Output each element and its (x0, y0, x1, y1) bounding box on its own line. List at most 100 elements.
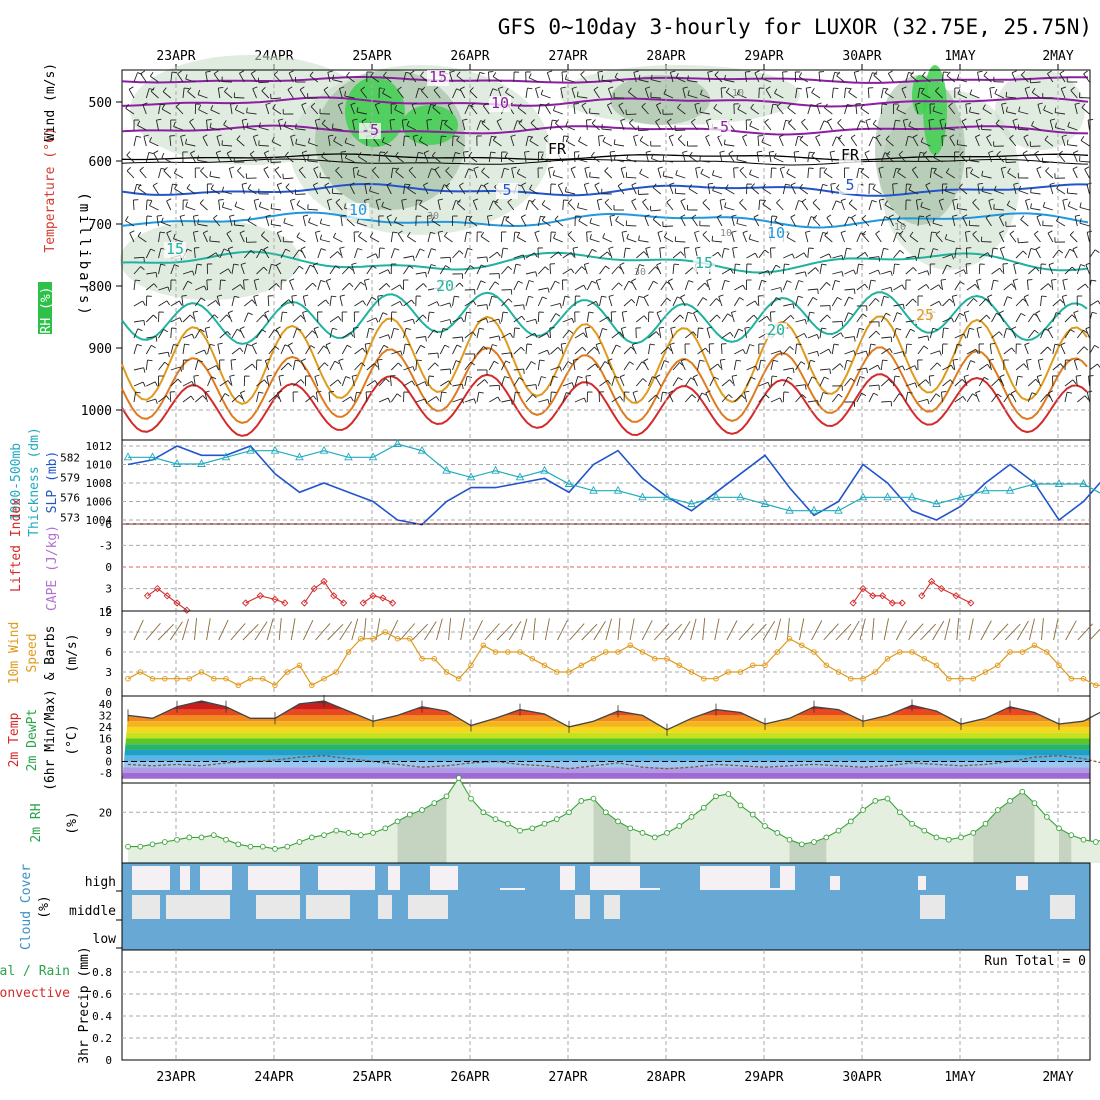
wind-barb (977, 184, 980, 195)
wind-barb-flag (205, 326, 211, 329)
wind-barb-flag (381, 201, 384, 207)
wind-barb (988, 152, 992, 163)
wind-barb-flag (840, 332, 844, 338)
wind-barb (795, 394, 803, 403)
wind-barb (324, 185, 331, 195)
wind-barb (929, 393, 937, 403)
thickness-point (589, 485, 598, 494)
wind-barb (573, 151, 576, 163)
wind-barb (550, 120, 553, 131)
wind-barb-flag (632, 342, 637, 346)
wind-barb-flag (692, 331, 697, 336)
wind-barb-flag (263, 379, 268, 384)
wind-barb-flag (882, 359, 888, 362)
wind-barb-flag (708, 182, 714, 185)
wind-barb (427, 352, 439, 355)
wind-barb (893, 393, 900, 403)
wind-barb (513, 327, 516, 339)
wind-barb-flag (639, 264, 645, 267)
wind-barb (656, 264, 662, 275)
slp-tick-label: 1004 (86, 514, 113, 527)
wind-barb-flag (804, 319, 807, 325)
wind-barb (1031, 92, 1041, 99)
wind-barb (452, 88, 457, 99)
wind-barb-flag (344, 153, 348, 159)
thickness-point (834, 505, 843, 514)
wind-barb-flag (769, 150, 775, 153)
wind-barb (133, 136, 137, 147)
wind-barb-flag (425, 336, 427, 342)
wind-barb-flag (479, 71, 485, 75)
wind-barb (1051, 280, 1054, 291)
wind-barb-flag (912, 134, 918, 138)
wind-barb (537, 104, 541, 115)
wind-barb (952, 200, 956, 211)
wind-barb-flag (879, 198, 885, 201)
wind-barb-flag (737, 104, 741, 110)
wind-barb-flag (429, 311, 435, 314)
wind-barb-flag (666, 297, 672, 302)
wind-barb-flag (744, 390, 750, 393)
wind-barb (541, 204, 551, 211)
wind-barb-flag (1071, 314, 1076, 319)
wind-barb-flag (1013, 182, 1019, 185)
wind-barb-flag (805, 230, 811, 233)
wind10-barb (811, 620, 823, 641)
wind-barb (1036, 168, 1041, 179)
wind-barb-flag (234, 201, 238, 207)
wind-barb (276, 184, 282, 195)
wind-barb-flag (395, 167, 400, 172)
wind-barb-flag (732, 374, 738, 377)
wind-barb-flag (694, 230, 700, 233)
wind-barb (666, 201, 674, 211)
wind-barb (626, 238, 637, 243)
wind-barb (562, 382, 573, 387)
wind-barb (327, 136, 331, 147)
wind10-barb (1016, 620, 1029, 641)
wind-barb (420, 90, 429, 99)
wind-barb (358, 156, 368, 163)
wind-barb-flag (543, 134, 549, 139)
rh-point (798, 841, 805, 848)
wind-barb-flag (1087, 390, 1093, 393)
wind-barb (252, 136, 257, 147)
wind-barb (893, 328, 897, 339)
wind-barb (289, 200, 294, 211)
wind-barb (795, 252, 805, 259)
wind-barb (158, 232, 161, 243)
wind-barb (660, 281, 667, 291)
wind-barb (954, 344, 958, 355)
wind-barb (244, 299, 253, 307)
pressure-tick-label: 800 (89, 280, 112, 295)
wind-barb-flag (884, 88, 889, 93)
wind10-barb (544, 618, 550, 641)
wind-barb (922, 154, 931, 163)
precip-tick-label: 0.8 (92, 966, 112, 979)
wind-barb (589, 222, 600, 227)
wind-barb (867, 87, 870, 99)
wind-barb-flag (711, 235, 714, 241)
wind-barb-flag (885, 312, 891, 316)
wind-barb-flag (288, 299, 293, 304)
wind-barb (381, 206, 392, 211)
wind-barb (403, 184, 406, 195)
thickness-point (981, 485, 990, 494)
wind-barb (1037, 360, 1041, 371)
wind-barb (426, 120, 429, 131)
top-date-label: 28APR (646, 49, 685, 64)
wind-barb (1058, 153, 1066, 163)
wind-barb-flag (742, 284, 746, 290)
wind-barb (623, 280, 630, 291)
wind-barb (621, 232, 625, 243)
wind-barb-flag (335, 265, 340, 269)
wind-barb (868, 280, 872, 291)
thickness-point (785, 505, 794, 514)
wind-barb (1022, 153, 1029, 163)
wind-barb-flag (958, 183, 963, 188)
rh-point (517, 827, 523, 834)
wind-barb-flag (927, 270, 930, 276)
wind-barb (581, 105, 588, 115)
wind-barb-flag (573, 103, 579, 105)
wind-barb (1061, 296, 1066, 307)
